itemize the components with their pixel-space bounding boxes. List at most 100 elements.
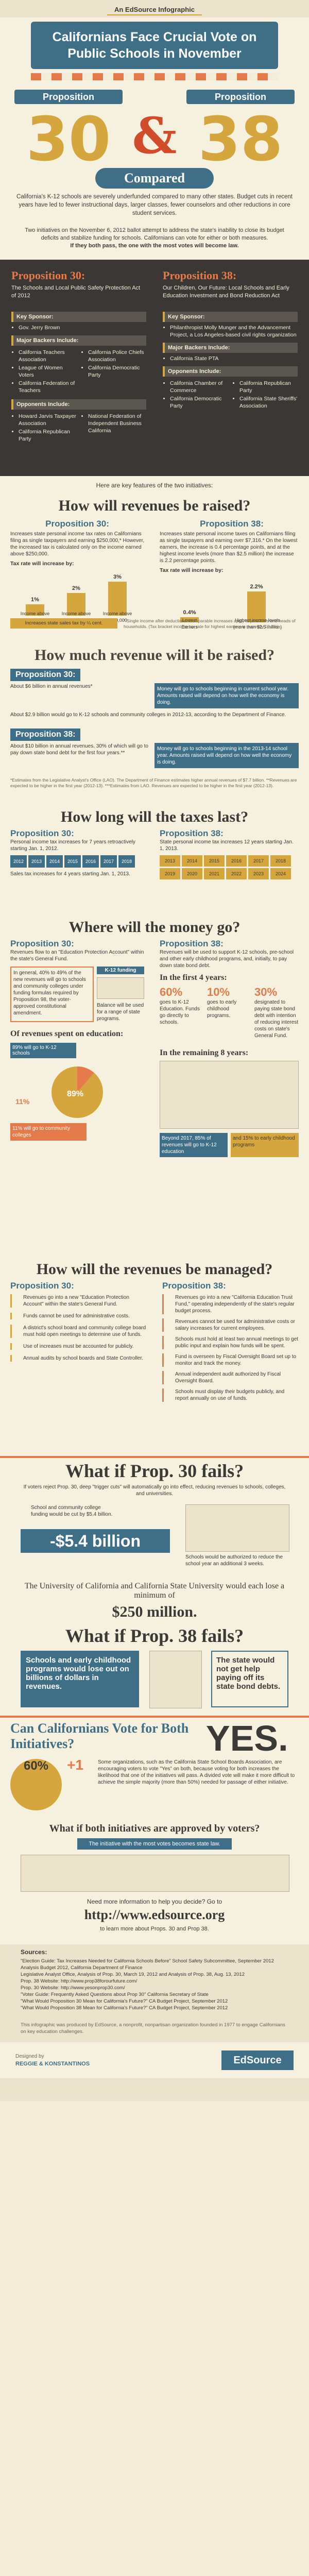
split-item: Beyond 2017, 85% of revenues will go to … — [160, 1133, 228, 1157]
first-4-years-row: 60% goes to K-12 Education. Funds go dir… — [160, 986, 299, 1039]
edsource-link[interactable]: http://www.edsource.org — [84, 1907, 225, 1922]
pie-area: 89% 11% — [10, 1061, 144, 1123]
prop-38-label: Proposition 38: — [200, 519, 264, 529]
education-pie — [52, 1066, 103, 1118]
ampersand: & — [132, 107, 177, 165]
list-item: California Federation of Teachers — [19, 380, 77, 394]
more-info-section: Need more information to help you decide… — [0, 1898, 309, 1944]
p38-revenue-box: Money will go to schools beginning in th… — [154, 743, 299, 768]
prop-38-label: Proposition 38: — [162, 1281, 226, 1291]
k12-89-label: 89% will go to K-12 schools — [10, 1043, 76, 1058]
year-chip: 2015 — [64, 855, 81, 868]
money-go-section: Proposition 30: Revenues flow to an "Edu… — [0, 939, 309, 1258]
capitol-icon — [149, 1651, 202, 1708]
managed-item: Use of increases must be accounted for p… — [10, 1343, 147, 1350]
p30-income-years: Personal income tax increases for 7 year… — [10, 839, 135, 852]
fails-38-left: Schools and early childhood programs wou… — [21, 1651, 139, 1707]
calendar-icon — [185, 1504, 289, 1552]
section-heading-fails-38: What if Prop. 38 fails? — [0, 1623, 309, 1649]
managed-item: Schools must display their budgets publi… — [162, 1388, 299, 1402]
list-item: California Teachers Association — [19, 349, 77, 363]
key-sponsor-label: Key Sponsor: — [163, 312, 298, 322]
list-item: League of Women Voters — [19, 364, 77, 379]
edsource-logo: EdSource — [221, 2050, 294, 2070]
split-value: 30% — [254, 986, 278, 998]
source-item: "What Would Proposition 30 Mean for Cali… — [21, 1998, 228, 2004]
card-prop-30: Proposition 30: The Schools and Local Pu… — [11, 269, 146, 465]
list-item: National Federation of Independent Busin… — [88, 413, 146, 434]
tax-bars-30: 1% Income above $250,000 2% Income above… — [10, 567, 149, 624]
top-bar: An EdSource Infographic — [0, 0, 309, 18]
card-title: Proposition 38: — [163, 269, 237, 282]
children-illustration — [160, 1061, 299, 1129]
raised-prop-38: Increases state personal income taxes on… — [160, 531, 299, 631]
backers-list: California Teachers Association League o… — [11, 348, 146, 395]
opponents-col-a: Howard Jarvis Taxpayer Association Calif… — [11, 412, 77, 444]
remaining-8-years-row: Beyond 2017, 85% of revenues will go to … — [160, 1133, 299, 1157]
year-chip: 2018 — [118, 855, 135, 868]
remaining-8-years-label: In the remaining 8 years: — [160, 1048, 249, 1057]
sources-label: Sources: — [21, 1948, 47, 1956]
p30-years-row: 2012 2013 2014 2015 2016 2017 2018 — [10, 855, 149, 868]
year-chip: 2016 — [82, 855, 99, 868]
year-chip: 2024 — [270, 868, 291, 879]
opponents-list: California Chamber of Commerce Californi… — [163, 379, 298, 411]
prop-banner-left: Proposition — [14, 90, 123, 104]
p30-balance-text: Balance will be used for a range of stat… — [97, 1003, 144, 1022]
uc-amount: $250 million. — [112, 1603, 197, 1620]
list-item: California Democratic Party — [88, 364, 146, 379]
opponents-col-a: California Chamber of Commerce Californi… — [163, 379, 228, 411]
list-item: California Republican Party — [19, 428, 77, 443]
source-item: Analysis Budget 2012, California Departm… — [21, 1965, 143, 1971]
card-prop-38: Proposition 38: Our Children, Our Future… — [163, 269, 298, 465]
split-item: 30% designated to paying state bond debt… — [254, 986, 299, 1039]
card-subtitle: The Schools and Local Public Safety Prot… — [11, 285, 141, 299]
key-sponsor-list: Gov. Jerry Brown — [11, 324, 146, 331]
bar-lowest — [180, 617, 199, 622]
backers-col-a: California Teachers Association League o… — [11, 348, 77, 395]
year-chip: 2014 — [46, 855, 63, 868]
school-building-icon — [97, 977, 144, 999]
source-item: "Voter Guide: Frequently Asked Questions… — [21, 1992, 209, 1997]
managed-item: Funds cannot be used for administrative … — [10, 1313, 147, 1319]
source-item: Legislative Analyst Office, Analysis of … — [21, 1972, 245, 1977]
designer-name: REGGIE & KONSTANTINOS — [15, 2061, 90, 2067]
year-chip: 2023 — [248, 868, 269, 879]
bar-3pct — [108, 582, 127, 616]
cc-11-label: 11% will go to community colleges — [10, 1123, 87, 1141]
cut-amount: -$5.4 billion — [21, 1529, 170, 1553]
more-info-sub: to learn more about Props. 30 and Prop 3… — [100, 1926, 209, 1932]
both-section: Can Californians Vote for Both Initiativ… — [0, 1718, 309, 1821]
list-item: California State Sheriffs' Association — [239, 395, 298, 410]
tax-bars-38: 0.4% Lowest Earners 2.2% Highest income … — [160, 574, 299, 631]
intro-ballot-text: Two initiatives on the November 6, 2012 … — [0, 224, 309, 260]
prop-headers: Proposition 30: Proposition 38: — [0, 517, 309, 531]
p30-revenue-box: Money will go to schools beginning in cu… — [154, 683, 299, 708]
split-label: Beyond 2017, 85% of revenues will go to … — [162, 1136, 217, 1155]
compared-badge: Compared — [95, 168, 214, 189]
prop-30-label: Proposition 30: — [10, 828, 74, 838]
k12-funding-label: K-12 funding — [97, 967, 144, 974]
section-heading-fails-30: What if Prop. 30 fails? — [0, 1458, 309, 1484]
list-item: California Democratic Party — [170, 395, 228, 410]
year-chip: 2017 — [248, 855, 269, 867]
list-item: Philanthropist Molly Munger and the Adva… — [170, 324, 298, 338]
raised-text: Increases state personal income tax rate… — [10, 531, 145, 557]
year-chip: 2013 — [28, 855, 45, 868]
pct-value: 60% — [23, 1759, 49, 1773]
p38-revenue-amount: About $10 billion in annual revenues. 30… — [10, 743, 148, 756]
prop-38-label: Proposition 38: — [160, 828, 224, 838]
managed-item: Fund is overseen by Fiscal Oversight Boa… — [162, 1353, 299, 1367]
how-much-section: Proposition 30: About $6 billion in annu… — [0, 667, 309, 806]
split-label: designated to paying state bond debt wit… — [254, 999, 299, 1039]
sources-section: Sources: "Election Guide: Tax Increases … — [0, 1944, 309, 2101]
source-item: "What Would Proposition 38 Mean for Cali… — [21, 2005, 228, 2011]
year-chip: 2013 — [160, 855, 180, 867]
prop-38-label: Proposition 38: — [160, 939, 224, 948]
opponents-col-b: National Federation of Independent Busin… — [81, 412, 146, 444]
year-chip: 2019 — [160, 868, 180, 879]
year-chip: 2014 — [182, 855, 202, 867]
prop-30-label: Proposition 30: — [45, 519, 109, 529]
decorative-stripes — [31, 73, 278, 80]
fails-38-section: Schools and early childhood programs wou… — [0, 1649, 309, 1716]
